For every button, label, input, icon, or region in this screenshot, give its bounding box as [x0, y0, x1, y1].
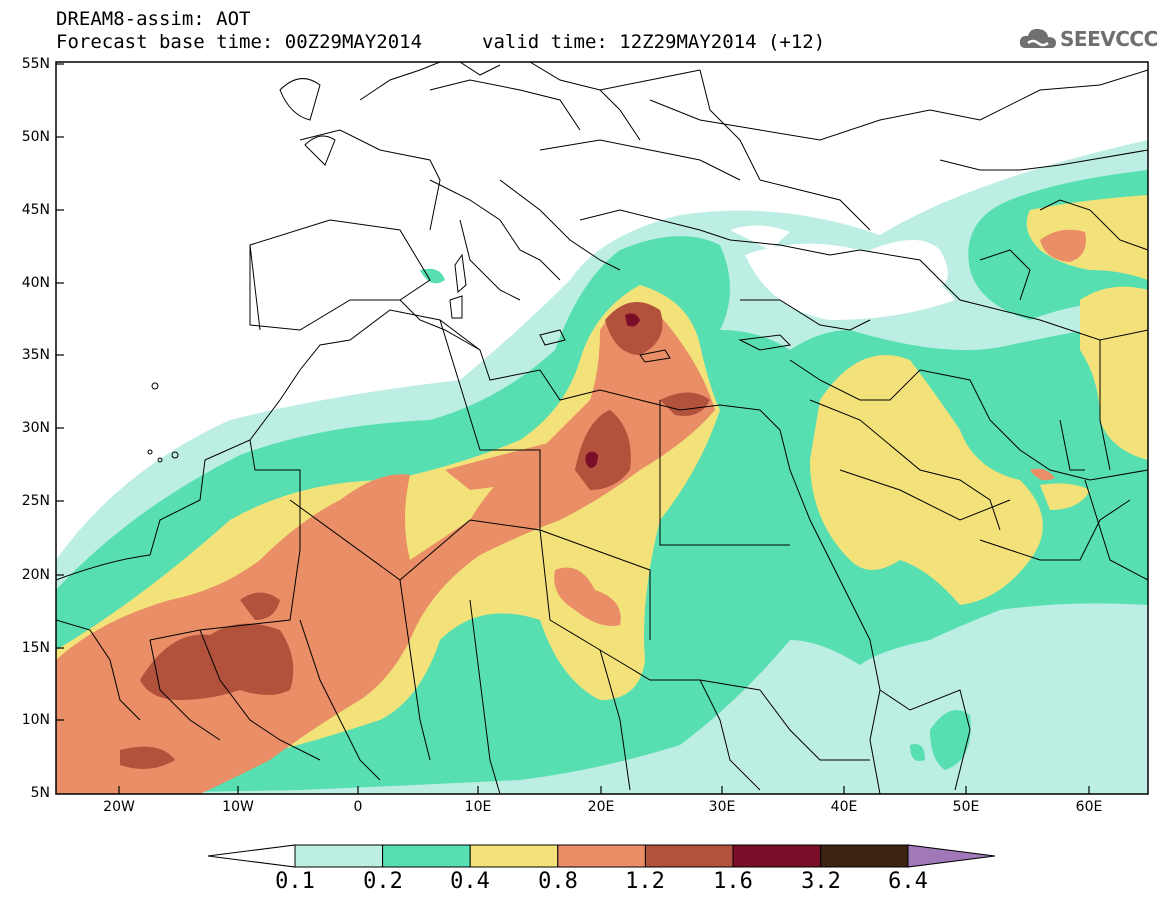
lat-label: 40N [21, 275, 50, 291]
lon-label: 20E [587, 799, 615, 815]
title-line-2: Forecast base time: 00Z29MAY2014 [56, 31, 423, 53]
lon-label: 10E [464, 799, 492, 815]
lat-label: 50N [21, 129, 50, 145]
lat-label: 35N [21, 347, 50, 363]
colorbar-label: 6.4 [888, 869, 928, 894]
aot-contour-1.2 [120, 302, 710, 769]
lat-label: 10N [21, 712, 50, 728]
colorbar-label: 3.2 [801, 869, 841, 894]
lat-label: 30N [21, 420, 50, 436]
colorbar-label: 0.1 [275, 869, 315, 894]
islands [147, 253, 671, 463]
colorbar-label: 0.4 [450, 869, 490, 894]
lat-label: 15N [21, 640, 50, 656]
cloud-icon [1019, 28, 1056, 49]
colorbar-label: 0.2 [363, 869, 403, 894]
lat-label: 45N [21, 202, 50, 218]
country-borders [56, 62, 1148, 794]
lon-label: 20W [103, 799, 135, 815]
lon-label: 30E [708, 799, 736, 815]
lon-label: 50E [952, 799, 980, 815]
lon-label: 60E [1075, 799, 1103, 815]
title-line-1: DREAM8-assim: AOT [56, 8, 251, 30]
lat-label: 5N [30, 785, 50, 801]
logo-text: SEEVCCC [1060, 27, 1158, 51]
lat-label: 20N [21, 567, 50, 583]
colorbar-label: 0.8 [538, 869, 578, 894]
title-line-3: valid time: 12Z29MAY2014 (+12) [482, 31, 826, 53]
lon-label: 0 [353, 799, 363, 815]
seevccc-logo: SEEVCCC [1018, 24, 1158, 56]
lon-label: 40E [830, 799, 858, 815]
colorbar-label: 1.6 [713, 869, 753, 894]
axis-ticks [56, 63, 1090, 794]
colorbar-label: 1.2 [625, 869, 665, 894]
lon-label: 10W [222, 799, 254, 815]
lat-label: 25N [21, 493, 50, 509]
aot-contour-1.6 [585, 313, 640, 468]
lat-label: 55N [21, 56, 50, 72]
